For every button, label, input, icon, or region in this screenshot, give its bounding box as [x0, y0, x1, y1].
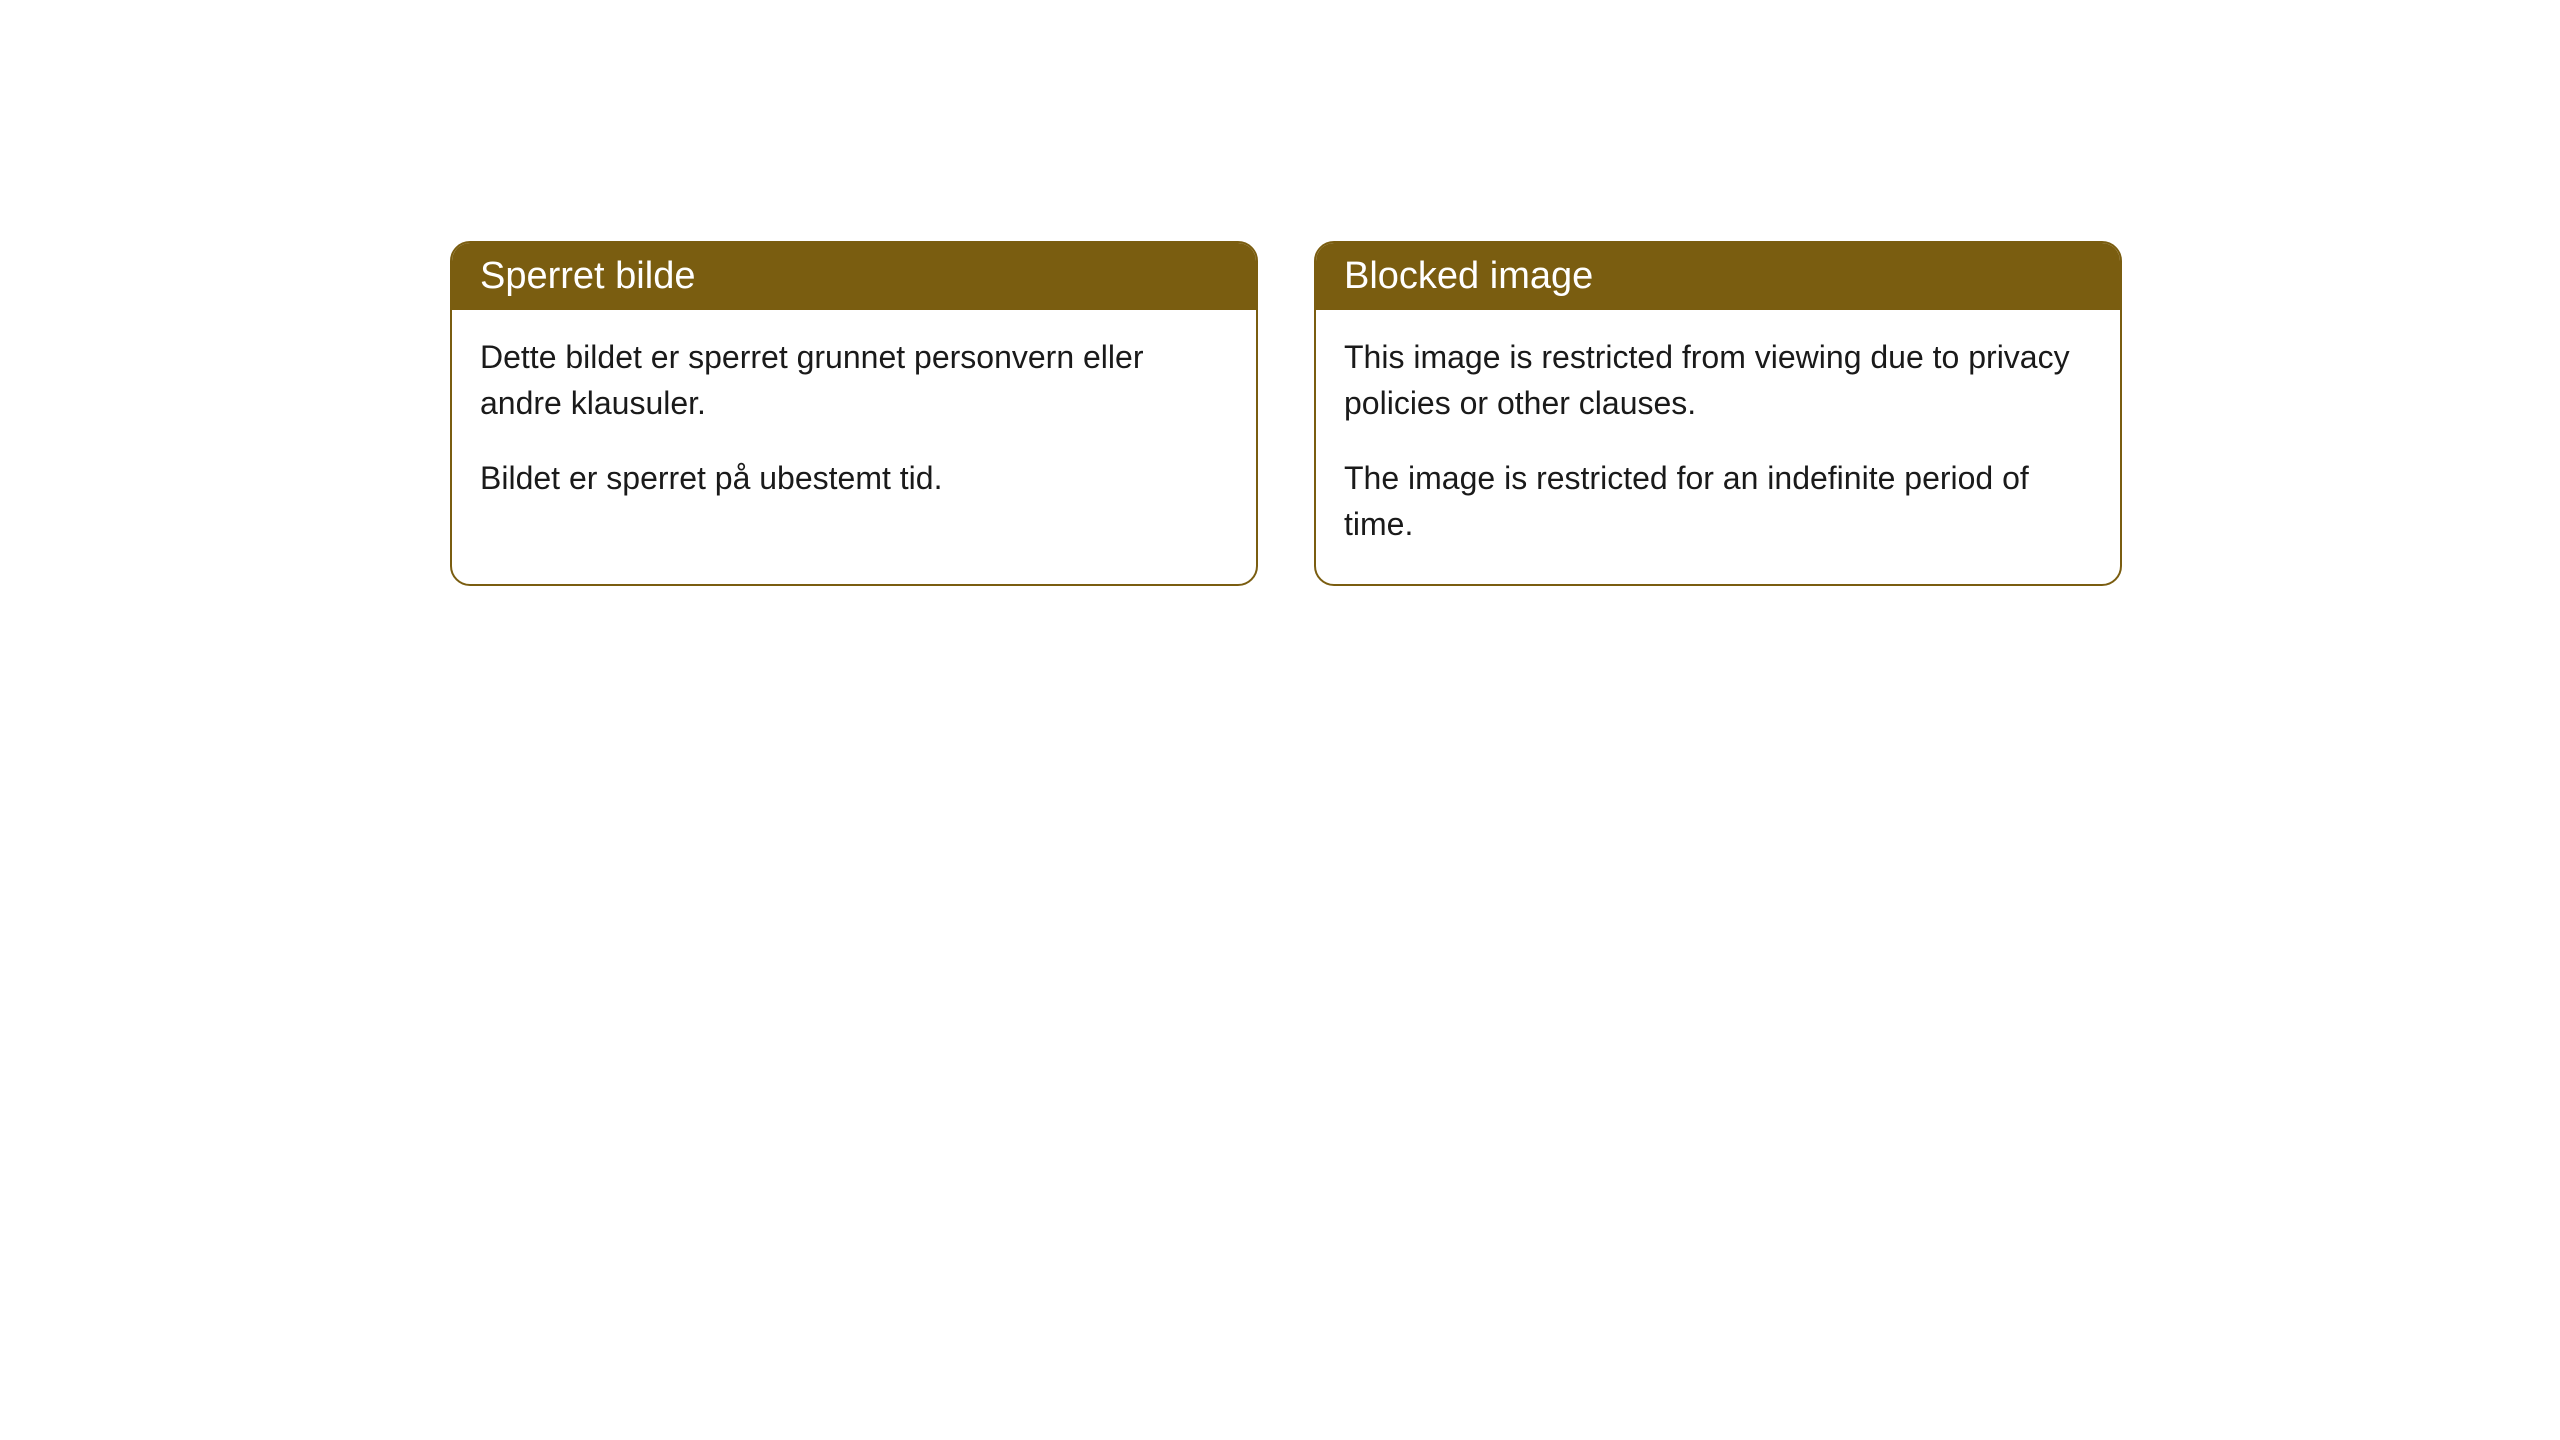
notice-cards-container: Sperret bilde Dette bildet er sperret gr… — [450, 241, 2122, 586]
notice-card-english: Blocked image This image is restricted f… — [1314, 241, 2122, 586]
notice-body-norwegian: Dette bildet er sperret grunnet personve… — [452, 310, 1256, 537]
notice-card-norwegian: Sperret bilde Dette bildet er sperret gr… — [450, 241, 1258, 586]
notice-paragraph: Dette bildet er sperret grunnet personve… — [480, 334, 1228, 427]
notice-title: Sperret bilde — [480, 255, 695, 297]
notice-header-norwegian: Sperret bilde — [452, 243, 1256, 310]
notice-header-english: Blocked image — [1316, 243, 2120, 310]
notice-body-english: This image is restricted from viewing du… — [1316, 310, 2120, 584]
notice-paragraph: Bildet er sperret på ubestemt tid. — [480, 455, 1228, 501]
notice-paragraph: This image is restricted from viewing du… — [1344, 334, 2092, 427]
notice-paragraph: The image is restricted for an indefinit… — [1344, 455, 2092, 548]
notice-title: Blocked image — [1344, 255, 1593, 297]
